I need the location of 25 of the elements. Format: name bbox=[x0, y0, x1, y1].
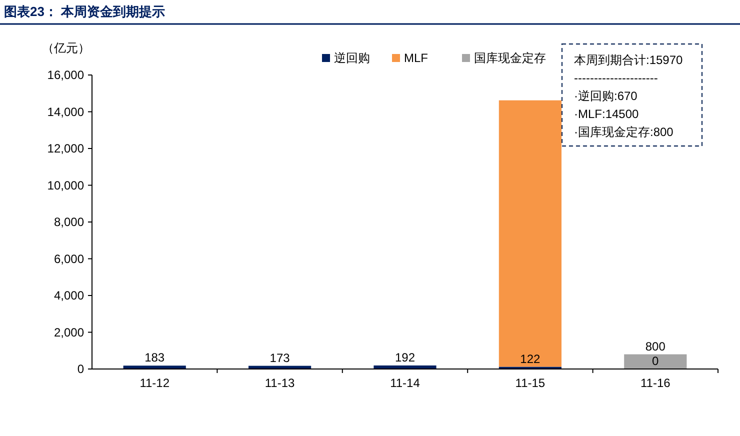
data-label: 122 bbox=[520, 352, 541, 366]
data-label: 183 bbox=[144, 350, 165, 365]
y-tick-label: 10,000 bbox=[47, 178, 84, 192]
y-tick-label: 0 bbox=[77, 362, 84, 376]
y-tick-label: 4,000 bbox=[54, 288, 84, 302]
x-tick-label: 11-16 bbox=[640, 376, 671, 390]
legend-label: MLF bbox=[404, 51, 428, 65]
data-label: 173 bbox=[270, 350, 290, 365]
annotation: 本周到期合计:15970 --------------------- ·逆回购:670 ·MLF:14500 ·国库现金定存:800 bbox=[574, 53, 684, 139]
y-tick-label: 12,000 bbox=[47, 142, 84, 156]
x-tick-label: 11-15 bbox=[515, 376, 546, 390]
y-tick-label: 6,000 bbox=[54, 252, 84, 266]
x-tick-label: 11-14 bbox=[390, 376, 420, 390]
legend-label: 逆回购 bbox=[334, 51, 370, 65]
y-tick-label: 8,000 bbox=[54, 215, 84, 229]
data-label: 800 bbox=[645, 339, 666, 354]
x-tick-label: 11-13 bbox=[264, 376, 296, 390]
data-label: 192 bbox=[394, 350, 416, 364]
y-tick-label: 14,000 bbox=[47, 104, 84, 119]
y-tick-label: 16,000 bbox=[47, 68, 84, 82]
data-label: 0 bbox=[652, 354, 660, 368]
x-tick-label: 11-12 bbox=[140, 376, 170, 390]
chart-title: 图表23： 本周资金到期提示 bbox=[4, 4, 166, 19]
y-tick-label: 2,000 bbox=[54, 325, 84, 340]
y-axis-title: （亿元） bbox=[42, 41, 90, 55]
